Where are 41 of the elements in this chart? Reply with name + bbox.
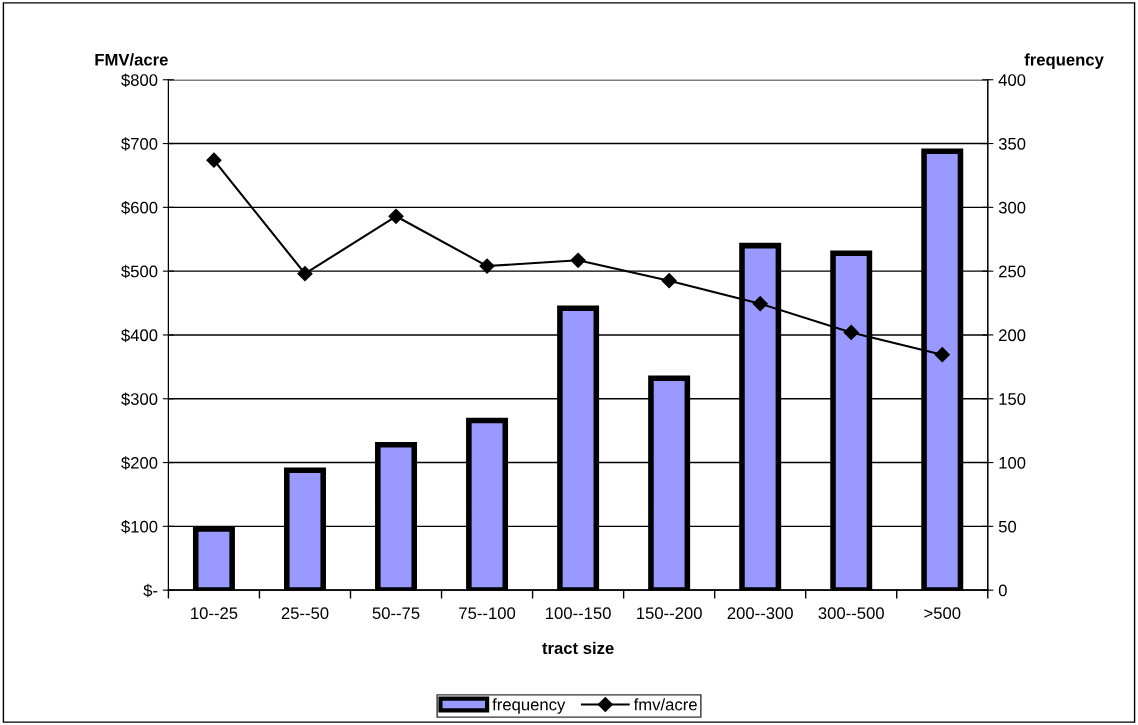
x-axis-title: tract size	[542, 641, 614, 655]
x-tick-label: 200--300	[727, 607, 793, 620]
x-tick-label: 10--25	[191, 607, 238, 620]
y2-tick-label: 50	[998, 520, 1017, 533]
x-tick-label: 25--50	[281, 607, 329, 620]
y-tick-label: $600	[121, 201, 158, 215]
y2-tick-label: 0	[998, 584, 1007, 597]
point	[934, 347, 950, 363]
y2-axis-title: frequency	[1024, 53, 1104, 69]
point	[843, 324, 859, 340]
x-tick-label: 75--100	[459, 607, 516, 620]
point	[661, 273, 677, 289]
y2-tick-label: 150	[999, 393, 1026, 405]
y2-tick-label: 200	[999, 329, 1026, 342]
y2-tick-label: 350	[998, 137, 1026, 150]
point	[479, 258, 495, 274]
point	[297, 266, 313, 282]
legend-label: frequency	[492, 698, 566, 714]
y-tick-label: $-	[143, 583, 158, 598]
legend-label: fmv/acre	[633, 698, 697, 711]
y-tick-label: $700	[121, 137, 158, 151]
x-tick-label: 300--500	[818, 607, 884, 620]
y-tick-label: $800	[121, 73, 158, 87]
x-tick-label: >500	[924, 607, 961, 620]
point	[388, 208, 404, 224]
point	[206, 152, 222, 168]
y2-tick-label: 400	[998, 74, 1026, 86]
point	[570, 252, 586, 268]
x-tick-label: 50--75	[372, 607, 420, 620]
y-tick-label: $400	[121, 328, 158, 343]
point	[752, 296, 768, 312]
x-tick-label: 150--200	[637, 607, 702, 620]
y2-tick-label: 250	[999, 265, 1026, 278]
x-tick-label: 100--150	[546, 607, 611, 620]
y-tick-label: $100	[121, 520, 158, 534]
y2-tick-label: 100	[999, 456, 1026, 469]
y2-tick-label: 300	[998, 201, 1026, 214]
y-tick-label: $500	[121, 264, 158, 279]
y-tick-label: $300	[121, 392, 158, 406]
y-tick-label: $200	[121, 456, 158, 470]
y-axis-title: FMV/acre	[95, 53, 168, 66]
